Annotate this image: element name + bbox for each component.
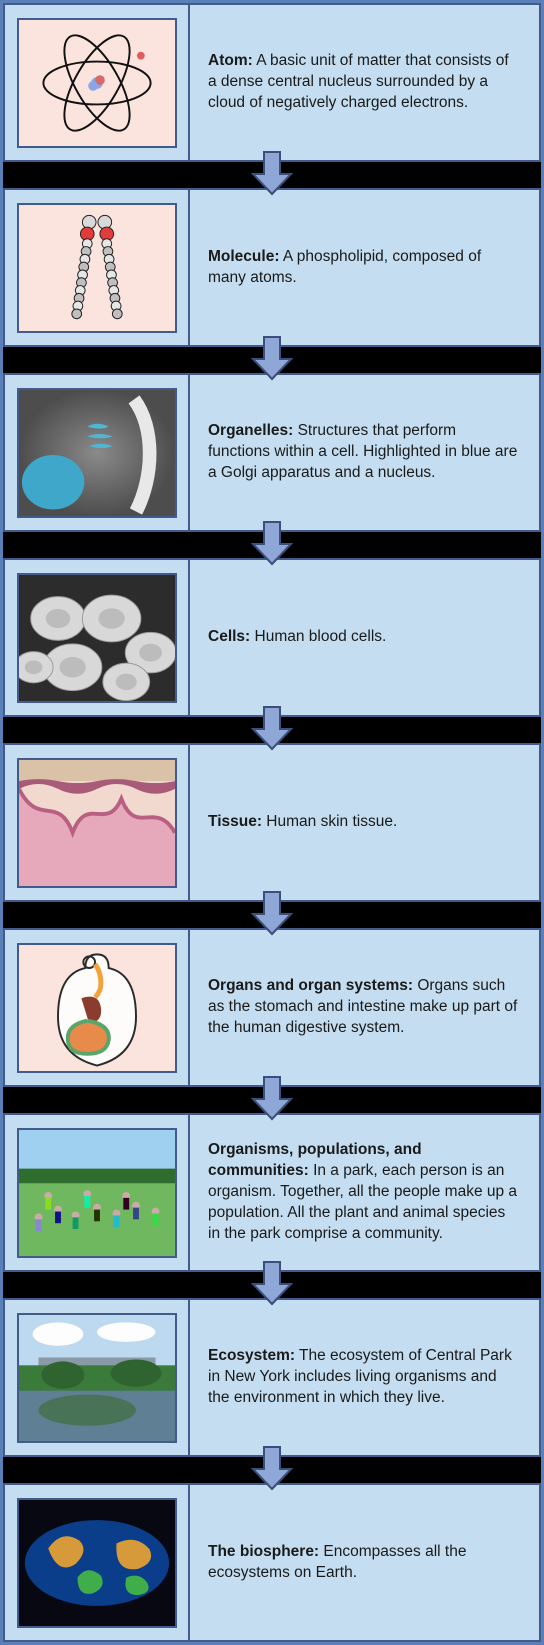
- level-cells: Cells: Human blood cells.: [3, 558, 541, 717]
- connector-bar: [3, 532, 541, 558]
- connector-bar: [3, 902, 541, 928]
- image-cell: [5, 560, 190, 715]
- down-arrow-icon: [247, 1258, 297, 1308]
- level-organelles: Organelles: Structures that perform func…: [3, 373, 541, 532]
- level-tissue: Tissue: Human skin tissue.: [3, 743, 541, 902]
- image-cell: [5, 1485, 190, 1640]
- tissue-icon: [17, 758, 177, 888]
- connector-bar: [3, 1457, 541, 1483]
- term-desc: A basic unit of matter that consists of …: [208, 52, 509, 111]
- text-cell: Atom: A basic unit of matter that consis…: [190, 5, 539, 160]
- term-desc: Human skin tissue.: [262, 813, 397, 830]
- connector-bar: [3, 717, 541, 743]
- organelles-icon: [17, 388, 177, 518]
- level-organs: Organs and organ systems: Organs such as…: [3, 928, 541, 1087]
- down-arrow-icon: [247, 148, 297, 198]
- term-label: Ecosystem:: [208, 1347, 295, 1364]
- term-label: Atom:: [208, 52, 253, 69]
- ecosystem-icon: [17, 1313, 177, 1443]
- hierarchy-container: Atom: A basic unit of matter that consis…: [0, 0, 544, 1645]
- atom-icon: [17, 18, 177, 148]
- image-cell: [5, 930, 190, 1085]
- image-cell: [5, 1115, 190, 1270]
- down-arrow-icon: [247, 518, 297, 568]
- community-icon: [17, 1128, 177, 1258]
- text-cell: Organisms, populations, and communities:…: [190, 1115, 539, 1270]
- text-cell: Organs and organ systems: Organs such as…: [190, 930, 539, 1085]
- connector-bar: [3, 1272, 541, 1298]
- image-cell: [5, 745, 190, 900]
- term-label: Tissue:: [208, 813, 262, 830]
- term-label: Cells:: [208, 628, 250, 645]
- connector-bar: [3, 1087, 541, 1113]
- text-cell: The biosphere: Encompasses all the ecosy…: [190, 1485, 539, 1640]
- molecule-icon: [17, 203, 177, 333]
- image-cell: [5, 1300, 190, 1455]
- connector-bar: [3, 162, 541, 188]
- connector-bar: [3, 347, 541, 373]
- down-arrow-icon: [247, 1073, 297, 1123]
- image-cell: [5, 5, 190, 160]
- down-arrow-icon: [247, 1443, 297, 1493]
- image-cell: [5, 190, 190, 345]
- down-arrow-icon: [247, 703, 297, 753]
- term-label: Molecule:: [208, 248, 279, 265]
- level-atom: Atom: A basic unit of matter that consis…: [3, 3, 541, 162]
- term-label: The biosphere:: [208, 1543, 319, 1560]
- organs-icon: [17, 943, 177, 1073]
- cells-icon: [17, 573, 177, 703]
- level-biosphere: The biosphere: Encompasses all the ecosy…: [3, 1483, 541, 1642]
- level-ecosystem: Ecosystem: The ecosystem of Central Park…: [3, 1298, 541, 1457]
- text-cell: Cells: Human blood cells.: [190, 560, 539, 715]
- down-arrow-icon: [247, 333, 297, 383]
- term-label: Organelles:: [208, 422, 293, 439]
- biosphere-icon: [17, 1498, 177, 1628]
- text-cell: Tissue: Human skin tissue.: [190, 745, 539, 900]
- text-cell: Molecule: A phospholipid, composed of ma…: [190, 190, 539, 345]
- text-cell: Organelles: Structures that perform func…: [190, 375, 539, 530]
- term-desc: Human blood cells.: [250, 628, 386, 645]
- term-label: Organs and organ systems:: [208, 977, 413, 994]
- image-cell: [5, 375, 190, 530]
- level-molecule: Molecule: A phospholipid, composed of ma…: [3, 188, 541, 347]
- down-arrow-icon: [247, 888, 297, 938]
- text-cell: Ecosystem: The ecosystem of Central Park…: [190, 1300, 539, 1455]
- level-community: Organisms, populations, and communities:…: [3, 1113, 541, 1272]
